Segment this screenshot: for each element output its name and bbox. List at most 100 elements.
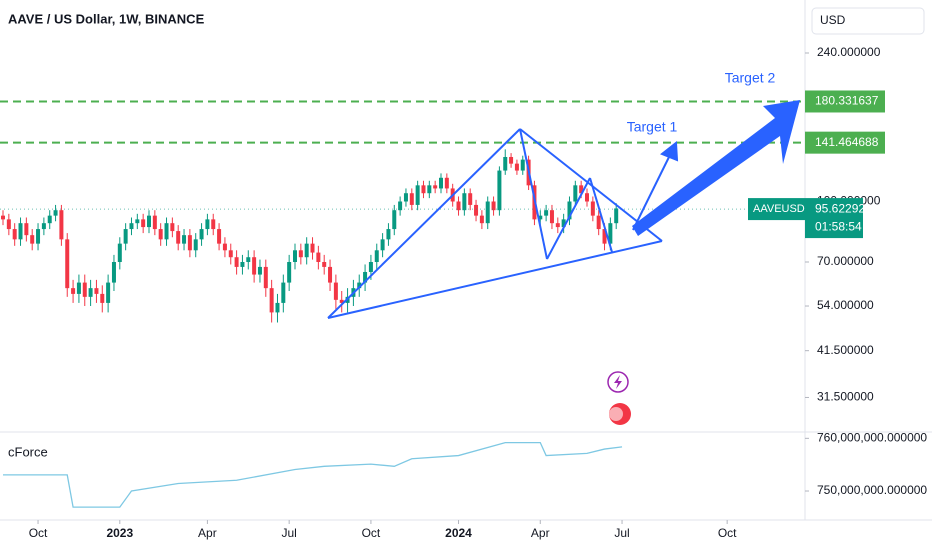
candle-body xyxy=(36,229,41,244)
level-label-box xyxy=(805,131,885,154)
candle-body xyxy=(328,266,333,283)
candle-body xyxy=(339,299,344,303)
candle-body xyxy=(263,266,268,289)
candle-body xyxy=(281,282,286,303)
candle-body xyxy=(152,215,157,230)
symbol-label: AAVEUSD xyxy=(753,203,805,215)
y-tick-label: 54.000000 xyxy=(817,298,874,312)
candle-body xyxy=(316,252,321,262)
candle-body xyxy=(211,219,216,230)
indicator-title: cForce xyxy=(8,444,48,459)
candle-body xyxy=(392,210,397,230)
candle-body xyxy=(30,235,35,244)
candle-body xyxy=(182,235,187,244)
annotation: Target 1 xyxy=(627,119,678,135)
candle-body xyxy=(123,229,128,244)
candle-body xyxy=(491,201,496,211)
candle-body xyxy=(409,193,414,205)
candle-body xyxy=(363,271,368,283)
candle-body xyxy=(456,201,461,211)
candle-body xyxy=(439,177,443,189)
candle-body xyxy=(193,239,198,251)
candle-body xyxy=(310,243,315,253)
candle-body xyxy=(509,156,514,164)
candle-body xyxy=(514,163,519,171)
big-arrow xyxy=(632,100,800,236)
candle-body xyxy=(585,193,589,202)
currency[interactable]: USD xyxy=(820,13,846,27)
candle-body xyxy=(252,257,257,275)
candle-body xyxy=(433,185,438,189)
countdown-label: 01:58:54 xyxy=(815,219,862,233)
candle-body xyxy=(415,185,420,205)
candle-body xyxy=(287,261,292,283)
last-price-box xyxy=(805,198,863,239)
arrow-head xyxy=(660,141,679,162)
candle-body xyxy=(170,223,175,232)
candle-body xyxy=(111,261,116,283)
x-tick-label: Apr xyxy=(531,526,550,540)
candle-body xyxy=(275,302,280,313)
candle-body xyxy=(94,288,99,294)
candle-body xyxy=(47,215,52,224)
candle-body xyxy=(555,223,560,228)
candle-body xyxy=(187,235,192,251)
candle-body xyxy=(398,201,403,211)
candle-body xyxy=(24,223,29,236)
candle-body xyxy=(403,193,408,202)
candle-body xyxy=(538,215,543,220)
x-tick-label: Oct xyxy=(29,526,48,540)
event-icon-glyph xyxy=(609,407,623,421)
candle-body xyxy=(135,219,140,224)
candle-body xyxy=(468,193,473,205)
event-icon-glyph xyxy=(614,375,622,389)
candle-body xyxy=(549,210,554,224)
candle-body xyxy=(257,266,262,275)
level-label-box xyxy=(805,90,885,113)
candle-body xyxy=(176,231,181,244)
x-tick-label: Oct xyxy=(362,526,381,540)
indicator-line xyxy=(3,441,623,508)
candle-body xyxy=(240,261,245,267)
y-tick-label: 760,000,000.000000 xyxy=(817,430,927,444)
candle-body xyxy=(485,201,490,224)
candle-body xyxy=(567,201,572,220)
symbol-title: AAVE / US Dollar, 1W, BINANCE xyxy=(8,11,205,26)
candle-body xyxy=(474,204,479,216)
candle-body xyxy=(88,288,93,297)
candle-body xyxy=(222,243,227,251)
y-tick-label: 70.000000 xyxy=(817,254,874,268)
candle-body xyxy=(357,282,362,289)
x-tick-label: Jul xyxy=(281,526,296,540)
currency-button[interactable] xyxy=(811,7,925,35)
candle-body xyxy=(520,159,525,171)
trend-line xyxy=(327,128,521,319)
candle-body xyxy=(269,288,274,313)
x-tick-label: Jul xyxy=(614,526,629,540)
candle-body xyxy=(129,223,134,230)
symbol-label-box xyxy=(748,198,805,221)
x-tick-label: Oct xyxy=(718,526,737,540)
candle-body xyxy=(561,219,566,228)
candle-body xyxy=(427,185,432,194)
candle-body xyxy=(117,243,122,262)
x-tick-label: 2024 xyxy=(445,526,472,540)
trend-line xyxy=(589,177,613,253)
candle-body xyxy=(421,185,426,194)
candle-body xyxy=(12,229,17,240)
candle-body xyxy=(386,229,391,240)
trend-line xyxy=(327,240,663,319)
trend-line xyxy=(546,177,591,260)
candle-body xyxy=(234,257,239,267)
candle-body xyxy=(228,250,233,258)
level-label: 141.464688 xyxy=(815,135,879,149)
candle-body xyxy=(106,282,111,303)
candle-body xyxy=(608,223,613,244)
pattern-drawing xyxy=(327,100,800,319)
candle-body xyxy=(368,261,373,272)
candle-body xyxy=(246,257,251,262)
last-price-label: 95.622929 xyxy=(815,201,872,215)
candle-body xyxy=(322,261,327,267)
